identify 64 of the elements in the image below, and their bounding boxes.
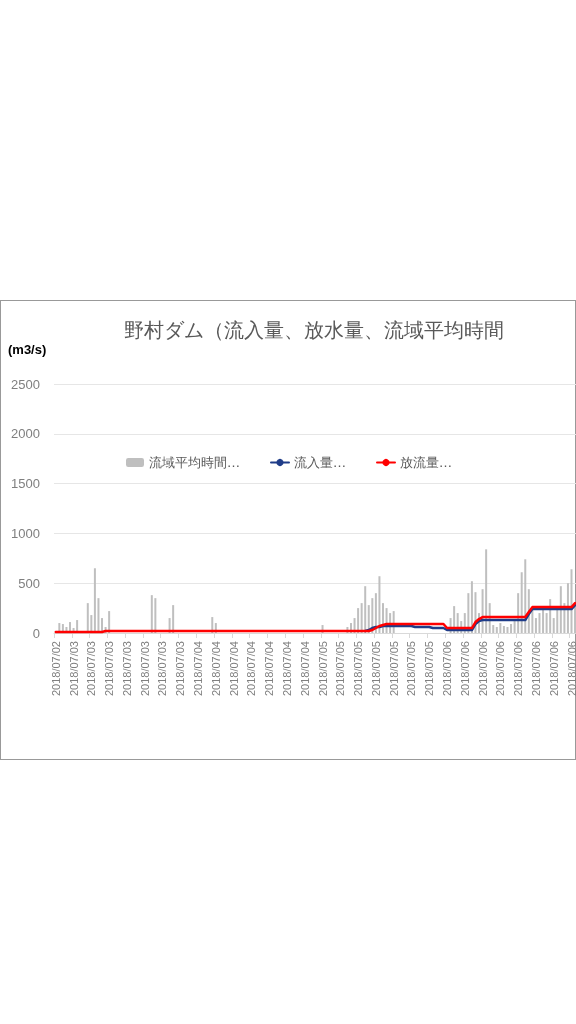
x-tick-label: 2018/07/03 — [120, 641, 133, 697]
x-tick-label: 2018/07/04 — [280, 641, 293, 697]
bar — [556, 608, 559, 633]
y-axis-title: (m3/s) — [8, 342, 47, 357]
x-tick-label: 2018/07/03 — [138, 641, 151, 697]
bar — [485, 549, 488, 633]
x-tick-label: 2018/07/04 — [263, 641, 276, 697]
x-tick-label: 2018/07/06 — [529, 641, 542, 697]
chart-title: 野村ダム（流入量、放水量、流域平均時間 — [124, 318, 504, 342]
y-tick-label: 2500 — [11, 376, 40, 392]
bar — [150, 595, 153, 633]
x-tick-label: 2018/07/06 — [458, 641, 471, 697]
bar — [154, 598, 157, 633]
x-tick-label: 2018/07/05 — [405, 641, 418, 697]
y-tick-label: 0 — [32, 625, 40, 641]
y-tick-label: 500 — [18, 575, 40, 591]
x-tick-label: 2018/07/06 — [476, 641, 489, 697]
bar — [357, 608, 360, 633]
x-tick-label: 2018/07/02 — [49, 641, 62, 697]
x-tick-label: 2018/07/06 — [512, 641, 525, 697]
bar — [517, 593, 520, 633]
bar — [93, 568, 96, 633]
bar — [86, 603, 89, 633]
bar — [382, 603, 384, 633]
legend-label: 流入量… — [294, 455, 346, 470]
x-tick-label: 2018/07/03 — [156, 641, 169, 697]
bar — [378, 576, 381, 633]
x-tick-label: 2018/07/04 — [245, 641, 258, 697]
x-tick-label: 2018/07/03 — [85, 641, 98, 697]
x-tick-label: 2018/07/03 — [103, 641, 116, 697]
x-tick-label: 2018/07/05 — [369, 641, 382, 697]
x-tick-label: 2018/07/04 — [192, 641, 205, 697]
x-tick-label: 2018/07/04 — [227, 641, 240, 697]
y-tick-label: 2000 — [11, 426, 40, 442]
x-tick-label: 2018/07/05 — [316, 641, 329, 697]
bar — [566, 583, 569, 633]
x-tick-label: 2018/07/06 — [565, 641, 576, 697]
bar — [538, 613, 541, 633]
x-tick-label: 2018/07/05 — [423, 641, 436, 697]
x-tick-label: 2018/07/03 — [174, 641, 187, 697]
bar — [506, 627, 509, 633]
bar — [499, 623, 502, 633]
y-tick-label: 1000 — [11, 525, 40, 541]
bar — [467, 593, 470, 633]
bar — [570, 569, 573, 633]
x-tick-label: 2018/07/03 — [67, 641, 80, 697]
bar — [108, 611, 111, 633]
legend-label: 放流量… — [400, 455, 452, 470]
x-tick-label: 2018/07/05 — [352, 641, 365, 697]
x-tick-label: 2018/07/04 — [209, 641, 222, 697]
bar — [502, 626, 505, 633]
bar — [495, 627, 498, 633]
bar — [524, 559, 527, 633]
x-tick-label: 2018/07/05 — [387, 641, 400, 697]
bar — [364, 586, 367, 633]
bar — [172, 605, 175, 633]
y-tick-label: 1500 — [11, 476, 40, 492]
legend-label: 流域平均時間… — [149, 455, 240, 470]
x-tick-label: 2018/07/04 — [298, 641, 311, 697]
x-tick-label: 2018/07/06 — [494, 641, 507, 697]
x-tick-label: 2018/07/06 — [547, 641, 560, 697]
bar — [559, 586, 562, 633]
x-tick-label: 2018/07/06 — [441, 641, 454, 697]
x-tick-label: 2018/07/05 — [334, 641, 347, 697]
